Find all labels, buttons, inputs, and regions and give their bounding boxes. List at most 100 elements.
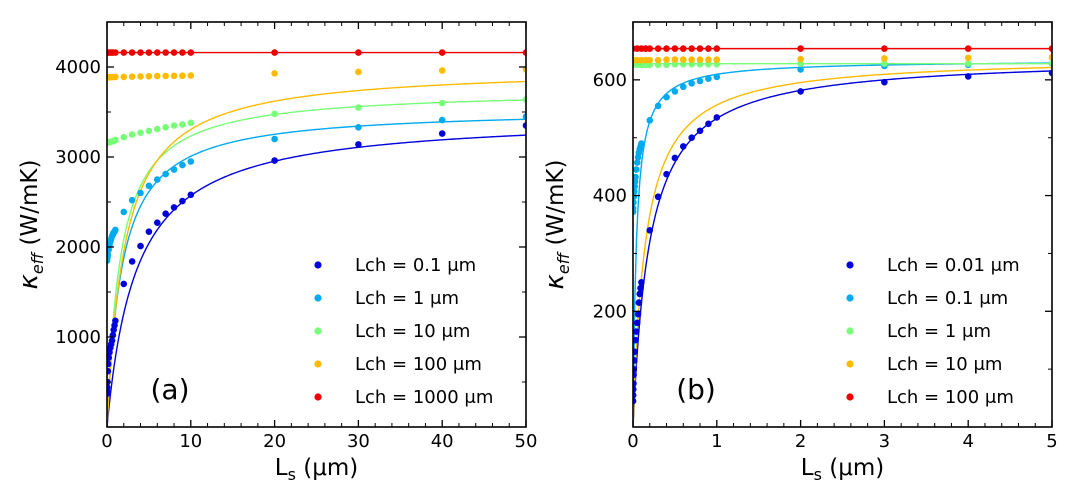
data-point-series-2 bbox=[145, 127, 153, 135]
data-point-series-3 bbox=[187, 72, 195, 79]
data-point-series-3 bbox=[646, 56, 654, 64]
data-point-series-1 bbox=[107, 251, 112, 259]
legend-label-series-3: Lch = 10 μm bbox=[887, 354, 1002, 375]
data-point-series-1 bbox=[633, 205, 637, 212]
legend-marker-series-4 bbox=[314, 393, 322, 401]
data-point-series-4 bbox=[162, 49, 169, 56]
data-point-series-0 bbox=[107, 360, 112, 368]
data-point-series-4 bbox=[964, 45, 972, 52]
y-tick-label: 4000 bbox=[55, 57, 101, 78]
data-point-series-4 bbox=[679, 45, 687, 52]
data-point-series-2 bbox=[1048, 60, 1052, 67]
data-point-series-1 bbox=[633, 199, 637, 206]
data-point-series-2 bbox=[271, 110, 278, 118]
legend-label-series-0: Lch = 0.01 μm bbox=[887, 255, 1020, 276]
data-point-series-0 bbox=[108, 337, 116, 344]
y-tick-label: 3000 bbox=[55, 147, 101, 168]
data-point-series-1 bbox=[696, 77, 704, 85]
x-tick-label: 3 bbox=[879, 431, 890, 452]
data-point-series-1 bbox=[638, 140, 645, 147]
data-point-series-2 bbox=[522, 96, 526, 103]
data-point-series-2 bbox=[663, 61, 670, 69]
legend-marker-series-0 bbox=[314, 261, 322, 269]
data-point-series-2 bbox=[128, 131, 136, 138]
data-point-series-3 bbox=[797, 55, 804, 63]
legend-label-series-4: Lch = 100 μm bbox=[887, 387, 1014, 408]
data-point-series-3 bbox=[179, 72, 186, 80]
data-point-series-0 bbox=[170, 204, 178, 211]
y-tick-label: 2000 bbox=[55, 237, 101, 258]
plot-area bbox=[107, 49, 526, 427]
data-point-series-4 bbox=[355, 49, 362, 56]
legend-marker-series-2 bbox=[314, 327, 322, 335]
plot-frame bbox=[106, 21, 527, 428]
data-point-series-2 bbox=[881, 60, 888, 67]
data-point-series-2 bbox=[120, 133, 128, 141]
data-point-series-0 bbox=[646, 226, 654, 234]
data-point-series-1 bbox=[153, 176, 161, 183]
data-point-series-1 bbox=[355, 124, 362, 131]
data-point-series-4 bbox=[271, 49, 278, 56]
data-point-series-0 bbox=[633, 380, 637, 387]
data-point-series-3 bbox=[137, 73, 144, 80]
data-point-series-4 bbox=[646, 45, 654, 52]
data-point-series-2 bbox=[688, 60, 695, 68]
data-point-series-4 bbox=[881, 45, 888, 52]
data-point-series-0 bbox=[881, 78, 888, 86]
data-point-series-0 bbox=[663, 170, 670, 178]
data-point-series-4 bbox=[705, 45, 712, 52]
data-point-series-3 bbox=[663, 56, 670, 63]
data-point-series-0 bbox=[162, 210, 169, 217]
data-point-series-3 bbox=[128, 73, 136, 80]
data-point-series-3 bbox=[153, 72, 161, 80]
legend-label-series-2: Lch = 1 μm bbox=[887, 321, 991, 342]
data-point-series-0 bbox=[637, 284, 644, 292]
data-point-series-3 bbox=[881, 55, 888, 62]
x-axis-label-unit: (μm) bbox=[296, 455, 358, 481]
data-point-series-2 bbox=[137, 129, 144, 136]
data-point-series-0 bbox=[128, 258, 136, 265]
plot-area bbox=[633, 45, 1052, 427]
legend-marker-series-4 bbox=[846, 393, 854, 401]
plot-frame bbox=[632, 21, 1053, 428]
y-axis-label: κeff (W/mK) bbox=[540, 160, 573, 290]
x-tick-label: 0 bbox=[101, 431, 112, 452]
data-point-series-0 bbox=[107, 354, 112, 361]
x-tick-label: 2 bbox=[795, 431, 806, 452]
x-axis-label: Ls (μm) bbox=[275, 455, 358, 484]
x-tick-label: 50 bbox=[515, 431, 538, 452]
data-point-series-0 bbox=[633, 386, 637, 393]
data-point-series-1 bbox=[797, 66, 804, 73]
data-point-series-4 bbox=[696, 45, 704, 52]
data-point-series-1 bbox=[170, 166, 178, 173]
legend-label-series-4: Lch = 1000 μm bbox=[355, 387, 493, 408]
data-point-series-3 bbox=[170, 72, 178, 80]
data-point-series-0 bbox=[797, 88, 804, 95]
y-tick-label: 600 bbox=[593, 70, 627, 91]
data-point-series-0 bbox=[688, 134, 695, 142]
data-point-series-2 bbox=[153, 125, 161, 133]
data-point-series-3 bbox=[438, 67, 446, 74]
x-axis-label-main: L bbox=[801, 455, 814, 481]
data-point-series-3 bbox=[688, 56, 695, 63]
data-point-series-2 bbox=[797, 60, 804, 67]
data-point-series-0 bbox=[112, 317, 119, 325]
data-point-series-1 bbox=[633, 166, 640, 173]
data-point-series-0 bbox=[964, 73, 972, 80]
y-axis-label-unit: (W/mK) bbox=[17, 160, 43, 253]
data-point-series-4 bbox=[128, 49, 136, 56]
data-point-series-2 bbox=[170, 122, 178, 129]
data-point-series-0 bbox=[654, 193, 662, 201]
data-point-series-2 bbox=[713, 60, 721, 68]
legend-label-series-1: Lch = 0.1 μm bbox=[887, 288, 1008, 309]
data-point-series-1 bbox=[633, 159, 641, 166]
data-point-series-4 bbox=[654, 45, 662, 52]
x-tick-label: 1 bbox=[711, 431, 722, 452]
fit-curve-series-3 bbox=[633, 66, 1052, 427]
data-point-series-0 bbox=[107, 384, 111, 391]
data-point-series-0 bbox=[120, 280, 128, 288]
fit-curve-series-1 bbox=[107, 118, 526, 427]
legend-marker-series-0 bbox=[846, 261, 854, 269]
data-point-series-3 bbox=[145, 72, 153, 80]
x-axis-label: Ls (μm) bbox=[801, 455, 884, 484]
